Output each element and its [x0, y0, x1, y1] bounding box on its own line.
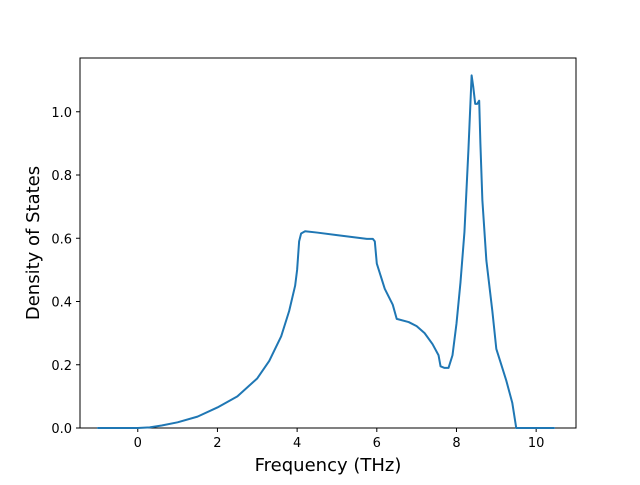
y-tick-label: 1.0 — [51, 106, 72, 121]
y-tick-label: 0.4 — [51, 296, 72, 311]
x-tick-label: 10 — [528, 436, 545, 451]
y-tick-label: 0.0 — [51, 422, 72, 437]
series-layer — [96, 74, 556, 429]
x-tick-label: 0 — [134, 436, 142, 451]
x-tick-label: 2 — [213, 436, 221, 451]
y-tick-label: 0.8 — [51, 169, 72, 184]
dos-series-line — [96, 74, 556, 429]
x-axis-label: Frequency (THz) — [255, 455, 402, 476]
x-tick-label: 8 — [452, 436, 460, 451]
plot-frame — [79, 57, 577, 429]
y-tick-label: 0.6 — [51, 232, 72, 247]
x-axis-ticks: 0 2 4 6 8 10 — [134, 428, 545, 451]
y-axis-ticks: 0.0 0.2 0.4 0.6 0.8 1.0 — [51, 106, 80, 437]
x-tick-label: 6 — [373, 436, 381, 451]
y-tick-label: 0.2 — [51, 359, 72, 374]
y-axis-label: Density of States — [23, 166, 44, 320]
x-tick-label: 4 — [293, 436, 301, 451]
